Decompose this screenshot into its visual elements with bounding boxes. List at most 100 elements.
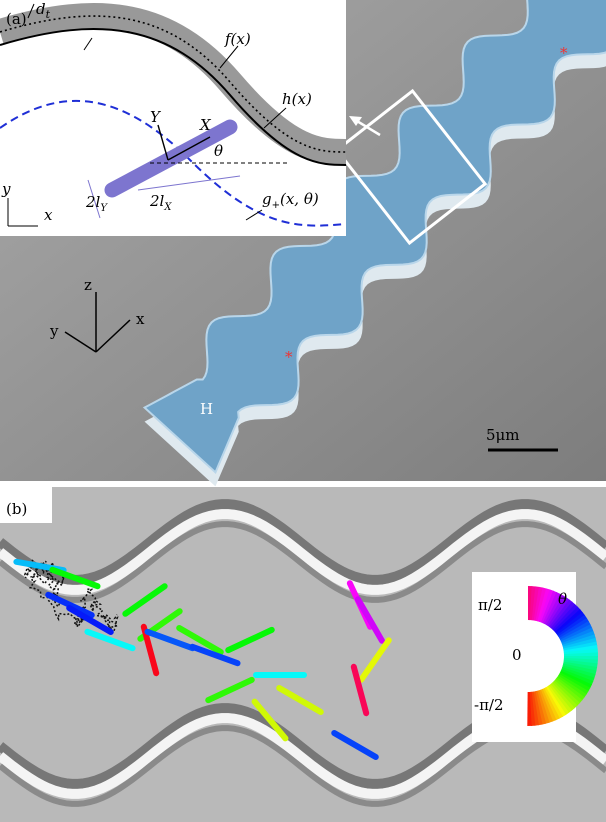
f-pointer [219, 45, 239, 69]
wheel-segment [527, 691, 532, 726]
wheel-segment [555, 677, 585, 701]
wheel-segment [553, 680, 581, 706]
channel-top [142, 0, 606, 475]
g-label: g+(x, θ) [262, 190, 319, 211]
trajectory [13, 558, 392, 760]
rod [276, 685, 324, 715]
inset: dt f(x) h(x) Y X θ y x 2lY 2lX g+(x, θ) [0, 0, 347, 236]
wheel-segment [533, 586, 544, 621]
wheel-segment [533, 691, 543, 726]
g-curve [0, 99, 347, 227]
rod [122, 583, 168, 617]
text: t [46, 8, 51, 21]
rod [189, 643, 241, 667]
panel-label: (b) [6, 500, 27, 518]
X-axis [167, 136, 211, 161]
rod [205, 676, 255, 704]
colorbar-title: θ [558, 590, 567, 608]
wheel-segment [546, 595, 567, 627]
h-line [0, 28, 347, 166]
wheel-segment [563, 652, 598, 657]
dt-arrow [83, 37, 93, 51]
wheel-segment [545, 686, 567, 717]
rod [140, 623, 160, 677]
wheel-segment [542, 592, 561, 625]
lY-mark [87, 179, 101, 219]
wheel-segment [531, 586, 540, 621]
wheel-segment [562, 665, 596, 679]
wheel-segment [548, 683, 573, 714]
text: g [262, 190, 272, 208]
x-label: x [136, 310, 145, 328]
wheel-segment [562, 637, 597, 649]
wheel-segment [563, 661, 598, 672]
lX-mark [137, 175, 241, 191]
Y-axis [157, 124, 169, 161]
wheel-segment [563, 641, 598, 651]
h-label: h(x) [282, 90, 312, 108]
colorbar-tick: -π/2 [474, 696, 504, 714]
wall-dark [0, 499, 606, 585]
y-arrow [64, 331, 97, 353]
rod [350, 663, 370, 717]
dt-label: dt [36, 0, 51, 21]
dt-arrow [27, 3, 35, 19]
channel [142, 0, 606, 487]
wheel-segment [559, 670, 592, 689]
text: 2l [85, 193, 101, 211]
wheel-segment [537, 588, 551, 622]
text: d [36, 0, 46, 18]
y-label: y [49, 322, 59, 340]
lY-label: 2lY [85, 193, 108, 214]
wheel-segment [554, 678, 583, 704]
wheel-segment [557, 614, 588, 637]
X-label: X [199, 116, 212, 134]
wheel-segment [557, 674, 589, 695]
rod [66, 605, 114, 635]
y-label: y [1, 180, 11, 198]
lX-label: 2lX [149, 192, 172, 213]
colorbar [527, 586, 598, 726]
wall-light [0, 509, 606, 595]
height-label: H [200, 400, 213, 418]
rod [144, 628, 196, 652]
theta-label: θ [214, 142, 223, 160]
f-label: f(x) [224, 30, 251, 48]
marker: * [285, 348, 293, 366]
wheel-segment [560, 668, 594, 686]
wheel-segment [550, 682, 575, 711]
wheel-segment [563, 659, 598, 668]
text: X [163, 202, 172, 213]
wheel-segment [544, 687, 563, 719]
wheel-segment [538, 689, 554, 723]
scale-bar-label: 5μm [486, 426, 520, 444]
wheel-segment [539, 589, 554, 623]
z-label: z [84, 276, 92, 294]
wheel-segment [540, 688, 557, 722]
trajectory-line [23, 559, 119, 633]
wheel-segment [549, 599, 573, 629]
g-pointer [245, 209, 263, 221]
wheel-segment [558, 617, 589, 639]
center-line [0, 15, 347, 153]
wheel-segment [560, 627, 594, 644]
label-bg [0, 487, 52, 523]
wheel-segment [559, 672, 591, 692]
wheel-segment [547, 685, 570, 716]
wall-dark [0, 521, 606, 603]
arrowhead [349, 116, 362, 126]
wheel-segment [560, 624, 593, 642]
wheel-segment [562, 663, 597, 675]
rod [84, 628, 136, 652]
Y-label: Y [150, 108, 162, 126]
rod [355, 596, 385, 644]
rod [176, 625, 224, 655]
wheel-segment [542, 688, 560, 721]
wheel-segment [536, 690, 550, 724]
panel-label: (a) [6, 10, 27, 28]
wheel-segment [554, 609, 583, 634]
wheel-segment [553, 606, 581, 633]
wheel-segment [535, 690, 547, 725]
wheel-segment [555, 611, 586, 636]
